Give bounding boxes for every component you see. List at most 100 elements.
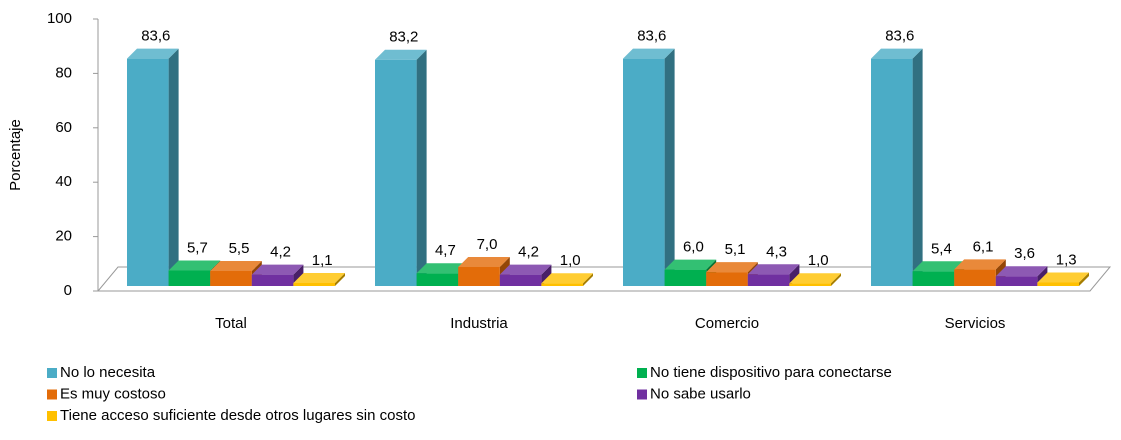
value-label: 4,3	[766, 243, 787, 260]
bar-front	[458, 266, 500, 286]
bar-front	[251, 274, 294, 286]
bar-top	[168, 260, 221, 271]
bar	[871, 48, 923, 286]
value-label: 5,5	[229, 240, 250, 257]
value-label: 5,1	[725, 241, 746, 258]
bar-side	[416, 49, 427, 286]
bar-front	[416, 273, 459, 286]
bar	[789, 273, 841, 286]
value-label: 1,0	[808, 252, 829, 269]
bar-front	[1037, 282, 1079, 286]
bar	[499, 264, 552, 286]
floor	[96, 266, 1112, 292]
bar	[1037, 272, 1089, 286]
bar-side	[831, 273, 841, 286]
bar-top	[954, 259, 1006, 270]
bar-front	[210, 271, 252, 286]
x-tick-label: Total	[215, 315, 247, 332]
x-tick-label: Industria	[450, 315, 508, 332]
y-tick-label: 0	[64, 282, 72, 299]
bar-top	[499, 264, 552, 275]
bar-front	[912, 271, 955, 286]
bar	[747, 264, 800, 286]
bar-front	[541, 283, 583, 286]
legend-swatch	[47, 389, 57, 400]
bar-top	[293, 273, 345, 284]
bar	[127, 48, 179, 286]
bar-side	[912, 48, 923, 286]
value-label: 6,1	[973, 238, 994, 255]
value-label: 1,0	[560, 252, 581, 269]
bar-top	[789, 273, 841, 284]
bar-side	[789, 264, 800, 286]
bar-top	[623, 48, 675, 59]
bar-front	[168, 270, 211, 286]
value-label: 83,6	[885, 28, 914, 45]
bar-top	[664, 259, 717, 270]
value-label: 83,2	[389, 29, 418, 46]
bar-front	[375, 59, 417, 286]
bar-top	[210, 261, 262, 272]
bar-top	[747, 264, 800, 275]
bar-top	[458, 256, 510, 267]
bar-front	[499, 274, 542, 286]
bar-front	[623, 58, 665, 286]
bar-front	[293, 283, 335, 286]
bar	[293, 273, 345, 286]
y-tick-label: 40	[55, 173, 72, 190]
value-label: 83,6	[637, 28, 666, 45]
bar-top	[912, 261, 965, 272]
bar-top	[541, 273, 593, 284]
value-label: 4,2	[270, 244, 291, 261]
value-label: 7,0	[477, 236, 498, 253]
bar	[251, 264, 304, 286]
bar	[375, 49, 427, 286]
bar-side	[1079, 272, 1089, 286]
bar-front	[127, 58, 169, 286]
value-label: 4,2	[518, 244, 539, 261]
bar-top	[251, 264, 304, 275]
legend-swatch	[637, 389, 647, 400]
bar-side	[335, 273, 345, 286]
value-label: 4,7	[435, 242, 456, 259]
bar-front	[706, 272, 748, 286]
bar	[954, 259, 1006, 286]
bar-side	[583, 273, 593, 286]
value-label: 5,7	[187, 239, 208, 256]
y-tick-label: 20	[55, 228, 72, 245]
bar-front	[747, 274, 790, 286]
legend-swatch	[47, 411, 57, 421]
value-label: 1,3	[1056, 251, 1077, 268]
legend-label: No sabe usarlo	[650, 385, 751, 402]
legend-swatch	[637, 368, 647, 378]
value-label: 5,4	[931, 240, 952, 257]
legend-swatch	[47, 368, 57, 378]
bar	[541, 273, 593, 286]
bar-side	[664, 48, 675, 286]
legend-label: No tiene dispositivo para conectarse	[650, 364, 892, 381]
bar-side	[168, 48, 179, 286]
value-label: 3,6	[1014, 245, 1035, 262]
bar-front	[995, 276, 1038, 286]
legend-label: No lo necesita	[60, 364, 156, 381]
bar-top	[127, 48, 179, 59]
bar-side	[541, 264, 552, 286]
bar	[623, 48, 675, 286]
legend-label: Tiene acceso suficiente desde otros luga…	[60, 407, 415, 424]
value-label: 1,1	[312, 252, 333, 269]
bar-top	[1037, 272, 1089, 283]
bar-front	[664, 269, 707, 286]
bar-front	[789, 283, 831, 286]
bar-front	[954, 269, 996, 286]
bar-top	[871, 48, 923, 59]
y-axis-label: Porcentaje	[7, 119, 24, 191]
bar-top	[416, 263, 469, 274]
x-tick-label: Servicios	[945, 315, 1006, 332]
bar-front	[871, 58, 913, 286]
bar-top	[706, 262, 758, 273]
y-tick-label: 60	[55, 119, 72, 136]
value-label: 83,6	[141, 28, 170, 45]
y-tick-label: 80	[55, 64, 72, 81]
legend-label: Es muy costoso	[60, 385, 166, 402]
